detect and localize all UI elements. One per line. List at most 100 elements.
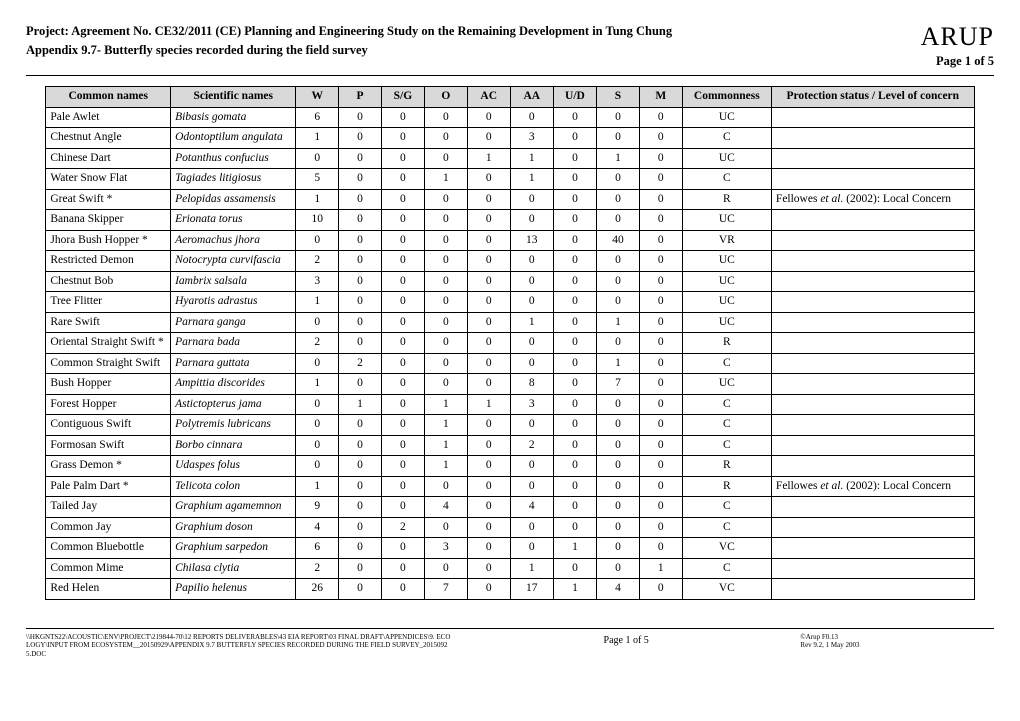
table-row: Common JayGraphium doson402000000C [46,517,974,538]
cell-commonness: UC [682,148,771,169]
cell-sci: Notocrypta curvifascia [171,251,296,272]
cell-num: 0 [639,579,682,600]
cell-num: 2 [381,517,424,538]
cell-num: 10 [296,210,339,231]
table-row: Oriental Straight Swift *Parnara bada200… [46,333,974,354]
cell-num: 0 [553,415,596,436]
cell-num: 0 [381,251,424,272]
th-ac: AC [467,87,510,108]
cell-commonness: R [682,333,771,354]
cell-common: Tree Flitter [46,292,171,313]
cell-num: 2 [296,558,339,579]
cell-common: Chestnut Angle [46,128,171,149]
cell-num: 0 [553,169,596,190]
cell-sci: Odontoptilum angulata [171,128,296,149]
cell-num: 0 [639,435,682,456]
cell-num: 0 [639,148,682,169]
cell-num: 0 [597,189,640,210]
cell-commonness: UC [682,271,771,292]
cell-num: 0 [424,128,467,149]
cell-num: 1 [639,558,682,579]
cell-num: 0 [553,189,596,210]
cell-num: 0 [339,210,382,231]
cell-protect: Fellowes et al. (2002): Local Concern [771,476,974,497]
cell-num: 0 [639,230,682,251]
cell-num: 1 [510,558,553,579]
cell-num: 0 [639,456,682,477]
cell-num: 0 [597,394,640,415]
table-row: Restricted DemonNotocrypta curvifascia20… [46,251,974,272]
table-row: Grass Demon *Udaspes folus000100000R [46,456,974,477]
cell-num: 0 [639,476,682,497]
cell-num: 0 [510,415,553,436]
cell-commonness: UC [682,292,771,313]
cell-num: 0 [639,394,682,415]
cell-num: 0 [424,230,467,251]
cell-num: 0 [339,517,382,538]
cell-num: 0 [553,517,596,538]
cell-num: 0 [553,394,596,415]
cell-protect [771,210,974,231]
cell-num: 0 [467,107,510,128]
cell-num: 0 [339,312,382,333]
cell-commonness: R [682,189,771,210]
cell-protect [771,271,974,292]
cell-num: 0 [553,476,596,497]
cell-protect [771,333,974,354]
table-row: Common Straight SwiftParnara guttata0200… [46,353,974,374]
cell-sci: Astictopterus jama [171,394,296,415]
cell-num: 0 [381,333,424,354]
th-s: S [597,87,640,108]
cell-num: 6 [296,107,339,128]
cell-num: 0 [467,374,510,395]
cell-num: 0 [339,333,382,354]
cell-protect [771,292,974,313]
cell-num: 0 [639,271,682,292]
cell-num: 1 [597,353,640,374]
cell-num: 0 [296,230,339,251]
cell-protect [771,558,974,579]
cell-sci: Tagiades litigiosus [171,169,296,190]
cell-num: 0 [597,558,640,579]
th-w: W [296,87,339,108]
cell-num: 0 [553,230,596,251]
cell-sci: Chilasa clytia [171,558,296,579]
cell-num: 0 [597,107,640,128]
cell-num: 0 [639,538,682,559]
cell-protect [771,107,974,128]
header-right: ARUP Page 1 of 5 [901,22,994,69]
cell-num: 0 [381,476,424,497]
cell-protect [771,517,974,538]
cell-num: 0 [553,435,596,456]
cell-num: 0 [296,148,339,169]
cell-common: Red Helen [46,579,171,600]
cell-num: 0 [597,538,640,559]
cell-num: 0 [424,558,467,579]
cell-protect [771,169,974,190]
cell-num: 0 [381,435,424,456]
cell-num: 1 [597,312,640,333]
cell-num: 0 [467,476,510,497]
cell-num: 1 [296,292,339,313]
cell-num: 0 [339,230,382,251]
cell-sci: Udaspes folus [171,456,296,477]
cell-num: 0 [381,312,424,333]
cell-num: 0 [553,210,596,231]
cell-num: 0 [339,415,382,436]
cell-num: 0 [467,292,510,313]
cell-commonness: R [682,456,771,477]
table-row: Pale AwletBibasis gomata600000000UC [46,107,974,128]
cell-protect [771,456,974,477]
cell-num: 0 [467,538,510,559]
table-row: Pale Palm Dart *Telicota colon100000000R… [46,476,974,497]
cell-sci: Papilio helenus [171,579,296,600]
table-row: Common BluebottleGraphium sarpedon600300… [46,538,974,559]
cell-num: 1 [510,169,553,190]
cell-common: Oriental Straight Swift * [46,333,171,354]
cell-num: 4 [510,497,553,518]
cell-num: 0 [639,333,682,354]
cell-num: 0 [296,415,339,436]
cell-commonness: C [682,169,771,190]
th-p: P [339,87,382,108]
cell-common: Banana Skipper [46,210,171,231]
